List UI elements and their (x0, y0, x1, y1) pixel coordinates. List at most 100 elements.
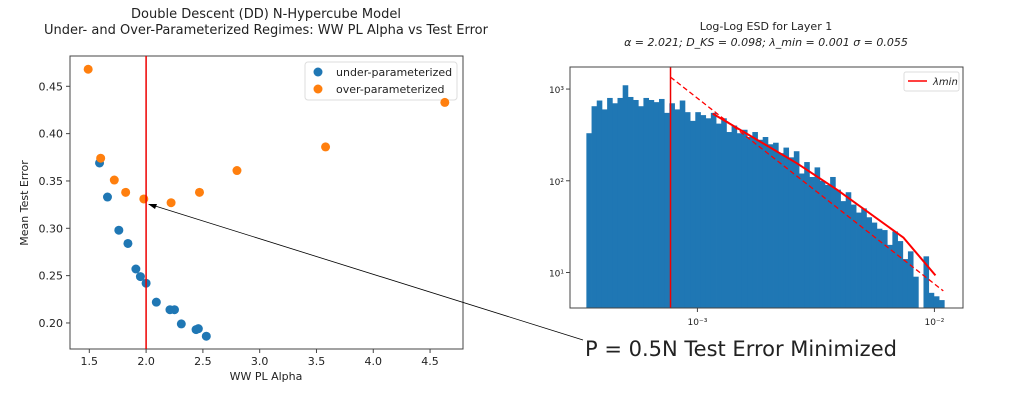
histogram-bar (752, 132, 758, 308)
annotation-text: P = 0.5N Test Error Minimized (585, 337, 897, 361)
x-tick-label: 10⁻² (925, 318, 945, 328)
histogram-bar (840, 201, 847, 308)
histogram-bar (824, 184, 831, 308)
annotation-arrow (151, 204, 584, 341)
x-tick-label: 2.5 (194, 355, 212, 368)
histogram-bar (897, 241, 904, 308)
histogram-bar (695, 112, 701, 308)
legend-marker-under (313, 67, 323, 77)
arrow-head (148, 204, 157, 209)
histogram-bar (783, 147, 790, 308)
empirical-fit-line (712, 112, 937, 277)
left-ylabel: Mean Test Error (18, 160, 31, 246)
histogram-bar (892, 231, 898, 308)
histogram-bar (726, 132, 732, 308)
histogram-bar (773, 142, 779, 308)
histogram-bar (690, 120, 696, 308)
histogram-bar (607, 97, 613, 308)
histogram-bar (804, 162, 810, 308)
y-tick-label: 0.30 (39, 222, 64, 235)
point-under-parameterized (102, 192, 112, 202)
y-tick-label: 10² (549, 178, 564, 188)
legend-label-under: under-parameterized (336, 66, 452, 79)
legend-marker-over (313, 84, 323, 94)
point-under-parameterized (135, 272, 145, 282)
y-tick-label: 0.40 (39, 128, 64, 141)
powerlaw-fit-dashed (670, 76, 944, 292)
histogram-bar (643, 97, 650, 308)
y-tick-label: 0.25 (39, 270, 64, 283)
point-over-parameterized (321, 142, 331, 152)
x-tick-label: 2.0 (137, 355, 155, 368)
plot-frame (569, 66, 964, 309)
histogram-bar (876, 228, 883, 308)
y-tick-label: 10¹ (549, 269, 564, 279)
histogram-bar (881, 230, 888, 308)
histogram-bar (933, 296, 940, 308)
left-title-1: Double Descent (DD) N-Hypercube Model (131, 7, 401, 22)
histogram-bar (778, 153, 784, 308)
point-over-parameterized (109, 175, 119, 185)
histogram-bar (902, 259, 909, 308)
histogram-bar (830, 176, 836, 308)
histogram-bar (716, 123, 722, 308)
histogram-bar (799, 173, 805, 308)
point-under-parameterized (131, 264, 141, 274)
histogram-bar (601, 109, 608, 308)
point-over-parameterized (139, 194, 149, 204)
histogram-bar (913, 276, 919, 308)
histogram-bar (850, 204, 857, 308)
plot-frame (69, 55, 464, 350)
x-tick-label: 10⁻³ (688, 318, 708, 328)
right-title-1: Log-Log ESD for Layer 1 (700, 20, 832, 33)
esd-chart: Log-Log ESD for Layer 1 α = 2.021; D_KS … (549, 20, 964, 328)
histogram-bar (679, 100, 686, 309)
x-tick-label: 3.0 (251, 355, 269, 368)
point-under-parameterized (169, 305, 179, 315)
point-under-parameterized (193, 324, 203, 334)
histogram-bar (741, 129, 748, 308)
point-over-parameterized (440, 97, 450, 107)
point-over-parameterized (83, 64, 93, 74)
histogram-bar (721, 118, 727, 308)
histogram-bar (658, 98, 665, 308)
histogram-bar (757, 139, 764, 308)
histogram-bar (871, 222, 878, 308)
histogram-bar (819, 180, 826, 308)
histogram-bar (866, 217, 873, 308)
histogram-bar (622, 85, 629, 308)
point-under-parameterized (114, 225, 124, 235)
point-over-parameterized (96, 153, 106, 163)
histogram-bar (664, 112, 670, 308)
histogram-bar (700, 115, 707, 308)
histogram-bar (736, 133, 743, 308)
histogram-bar (835, 189, 841, 308)
x-tick-label: 1.5 (81, 355, 99, 368)
histogram-bar (633, 99, 639, 308)
histogram-bar (674, 109, 681, 308)
histogram-bar (767, 144, 774, 308)
point-under-parameterized (201, 331, 211, 341)
histogram-bar (907, 251, 914, 308)
point-over-parameterized (166, 198, 176, 208)
histogram-bar (705, 118, 712, 308)
y-tick-label: 0.35 (39, 175, 64, 188)
histogram-bar (861, 208, 867, 308)
histogram-bar (793, 151, 800, 308)
histogram-bar (612, 103, 618, 309)
histogram-bar (845, 192, 852, 308)
left-xlabel: WW PL Alpha (230, 370, 303, 383)
scatter-chart: Double Descent (DD) N-Hypercube Model Un… (18, 7, 489, 383)
point-under-parameterized (176, 319, 186, 329)
histogram-bar (762, 137, 769, 308)
x-tick-label: 4.5 (421, 355, 439, 368)
histogram-bar (586, 133, 592, 308)
x-tick-label: 3.5 (308, 355, 326, 368)
histogram-bar (648, 99, 655, 308)
histogram-bar (669, 103, 675, 309)
histogram-bar (731, 125, 738, 308)
histogram-bar (856, 212, 862, 308)
y-tick-label: 10³ (549, 86, 564, 96)
point-over-parameterized (232, 166, 242, 176)
